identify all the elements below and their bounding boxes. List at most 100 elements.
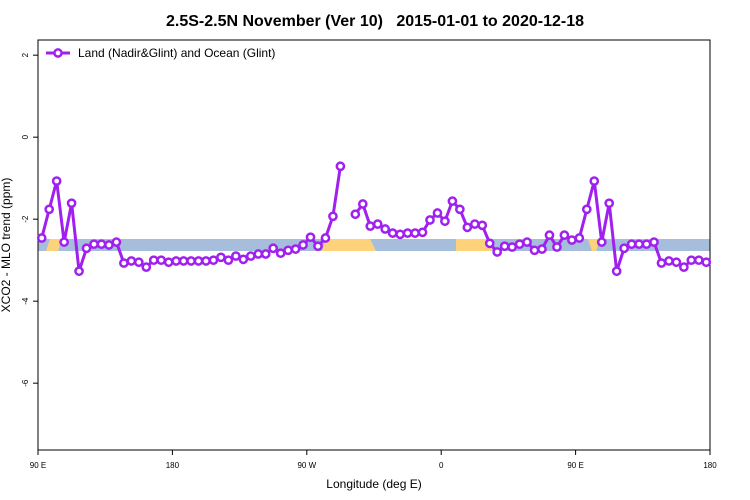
point (477, 220, 488, 231)
point (387, 228, 398, 238)
point (537, 244, 547, 254)
point (634, 239, 644, 250)
point (119, 258, 129, 268)
point (201, 256, 211, 266)
point (313, 241, 323, 252)
point (260, 249, 271, 259)
point (223, 255, 234, 266)
point (484, 238, 495, 249)
point (626, 239, 637, 250)
point (290, 244, 301, 254)
point (335, 161, 346, 172)
series-line (354, 180, 707, 272)
x-tick-label: 90 E (567, 461, 583, 470)
point (372, 219, 383, 229)
point (89, 239, 99, 250)
point (268, 243, 279, 254)
point (238, 254, 249, 265)
point (148, 255, 159, 266)
point (193, 256, 204, 266)
point (126, 256, 137, 266)
point (455, 204, 465, 215)
point (649, 237, 659, 247)
point (559, 230, 570, 241)
point (492, 247, 503, 257)
point (365, 221, 376, 231)
point (581, 204, 592, 215)
point (664, 256, 674, 266)
point (611, 266, 622, 277)
point (462, 222, 473, 233)
point (440, 216, 450, 227)
point (171, 256, 181, 266)
point (104, 240, 114, 250)
point (298, 240, 308, 250)
point (320, 233, 331, 243)
point (552, 242, 562, 252)
point (36, 233, 47, 243)
point (328, 211, 338, 222)
point (245, 251, 256, 261)
point (66, 198, 77, 209)
y-tick-label: -4 (21, 297, 30, 305)
point (81, 243, 92, 254)
point (507, 242, 517, 252)
point (529, 245, 540, 256)
point (275, 248, 286, 259)
land-band (322, 239, 376, 251)
point (514, 239, 525, 250)
point (96, 239, 107, 250)
point (544, 230, 555, 241)
x-tick-label: 180 (166, 461, 180, 470)
point (567, 235, 577, 245)
point (111, 237, 122, 247)
point (671, 257, 682, 268)
point (178, 256, 189, 266)
point (469, 219, 480, 229)
y-tick-label: 2 (21, 52, 30, 57)
point (589, 176, 600, 186)
point (231, 251, 241, 261)
point (522, 237, 532, 247)
point (447, 196, 458, 206)
point (283, 245, 293, 256)
x-tick-label: 180 (703, 461, 717, 470)
point (656, 258, 667, 268)
x-axis-label: Longitude (deg E) (326, 477, 421, 491)
point (350, 209, 361, 220)
point (44, 204, 55, 215)
legend-label: Land (Nadir&Glint) and Ocean (Glint) (78, 46, 275, 60)
y-tick-label: -6 (21, 379, 30, 387)
point (402, 228, 413, 238)
plot-frame (37, 39, 711, 451)
land-band (456, 239, 492, 251)
point (163, 257, 174, 268)
point (686, 255, 697, 266)
x-tick-label: 0 (439, 461, 444, 470)
point (619, 243, 629, 254)
point (156, 255, 167, 266)
point (51, 176, 62, 186)
point (417, 227, 428, 238)
point (499, 241, 510, 252)
point (641, 239, 652, 250)
y-axis-label: XCO2 - MLO trend (ppm) (0, 178, 13, 313)
point (701, 257, 712, 268)
point (141, 262, 152, 272)
point (604, 198, 615, 209)
point (186, 256, 196, 266)
point (596, 237, 607, 247)
point (305, 232, 316, 243)
point (74, 266, 84, 277)
legend-marker (53, 48, 63, 58)
land-band (46, 239, 62, 251)
point (410, 228, 420, 238)
point (425, 215, 435, 225)
point (574, 233, 585, 243)
point (133, 257, 144, 268)
point (59, 237, 69, 247)
point (432, 208, 443, 218)
point (208, 255, 219, 266)
point (380, 224, 391, 234)
